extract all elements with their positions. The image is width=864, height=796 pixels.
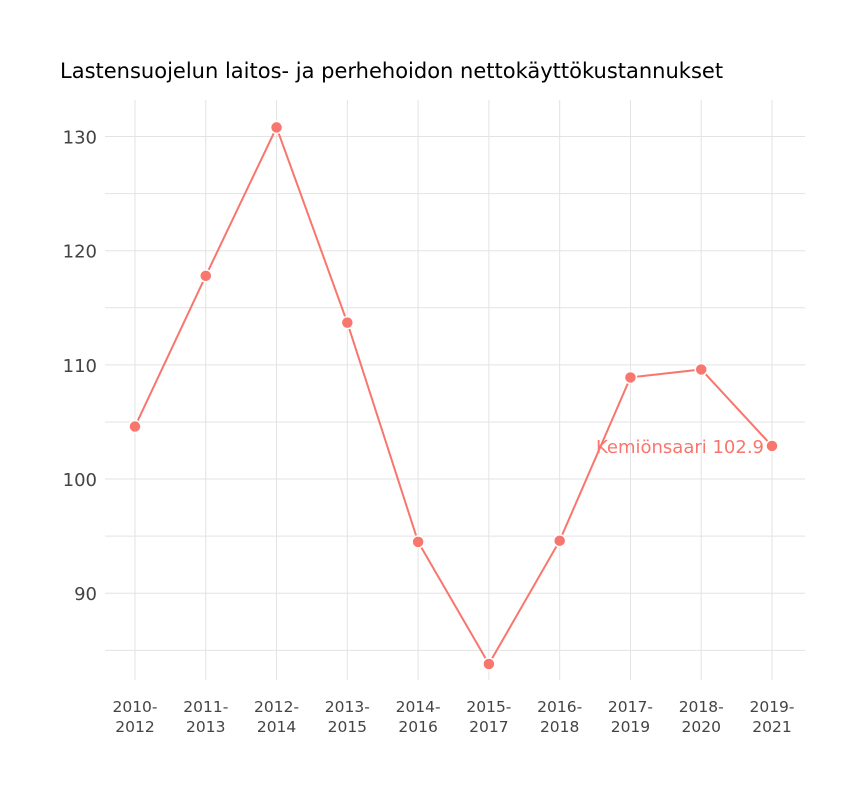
x-tick-label: 2015-2017: [466, 698, 511, 736]
y-tick-label: 90: [74, 584, 97, 605]
x-tick-label: 2010-2012: [112, 698, 157, 736]
y-tick-label: 110: [63, 356, 97, 377]
x-tick-label: 2013-2015: [325, 698, 370, 736]
x-tick-label: 2012-2014: [254, 698, 299, 736]
x-tick-label: 2018-2020: [679, 698, 724, 736]
x-tick-label: 2019-2021: [749, 698, 794, 736]
x-tick-label: 2014-2016: [396, 698, 441, 736]
data-point: [765, 439, 779, 453]
data-point: [269, 120, 284, 135]
chart-title: Lastensuojelun laitos- ja perhehoidon ne…: [60, 59, 723, 83]
data-point: [340, 315, 355, 330]
data-point: [128, 419, 142, 434]
y-tick-label: 130: [63, 128, 97, 149]
y-tick-label: 120: [63, 242, 97, 263]
data-point: [623, 370, 638, 385]
x-tick-label: 2016-2018: [537, 698, 582, 736]
data-point: [694, 362, 708, 377]
data-point: [199, 269, 213, 283]
series-line: [134, 124, 773, 667]
series-end-label: Kemiönsaari 102.9: [596, 437, 764, 458]
x-tick-label: 2017-2019: [608, 698, 653, 736]
data-point: [411, 535, 425, 549]
data-point: [482, 657, 496, 671]
data-point: [552, 533, 567, 548]
y-tick-label: 100: [63, 470, 97, 491]
x-tick-label: 2011-2013: [183, 698, 228, 736]
